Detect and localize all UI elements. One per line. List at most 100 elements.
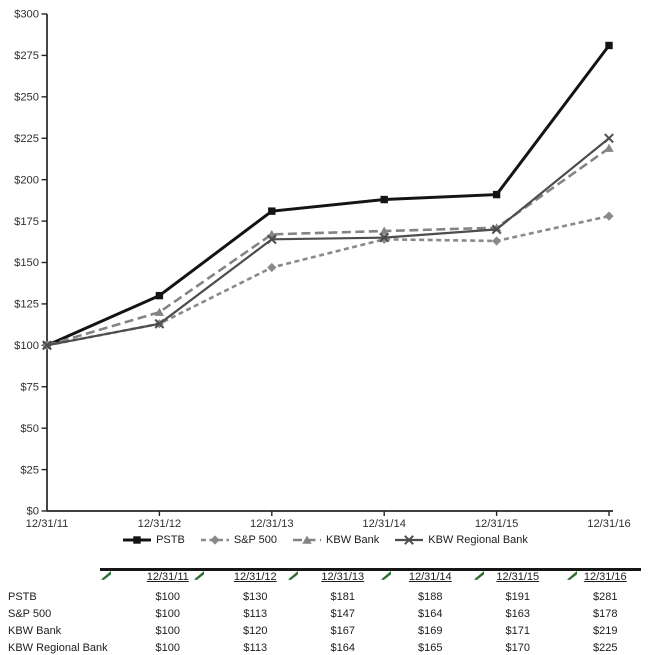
y-axis-tick-label: $225 <box>14 133 39 145</box>
diamond-marker-icon <box>492 236 502 246</box>
green-corner-tick-icon <box>101 570 111 580</box>
square-marker-icon <box>133 536 141 544</box>
table-row-pstb: PSTB $100 $130 $181 $188 $191 $281 <box>0 588 650 605</box>
x-axis-tick-label: 12/31/14 <box>362 518 406 530</box>
green-corner-tick-icon <box>288 570 298 580</box>
value-cell: $281 <box>593 590 618 603</box>
green-corner-tick-icon <box>474 570 484 580</box>
triangle-marker-icon <box>302 535 312 544</box>
legend-item-kbw-regional-bank: KBW Regional Bank <box>394 534 528 546</box>
y-axis-tick-label: $175 <box>14 216 39 228</box>
pstb-line-marker-icon <box>123 536 152 544</box>
y-axis-tick-label: $275 <box>14 50 39 62</box>
y-axis: $0 $25 $50 $75 $100 $125 $150 $175 $200 $225 $250 $… <box>14 9 48 518</box>
y-axis-tick-label: $125 <box>14 299 39 311</box>
y-axis-tick-label: $300 <box>14 9 39 21</box>
value-cell: $147 <box>330 607 355 620</box>
table-header-date: 12/31/16 <box>583 571 627 583</box>
table-row-sp500: S&P 500 $100 $113 $147 $164 $163 $178 <box>0 605 650 622</box>
table-header-date: 12/31/14 <box>408 571 452 583</box>
value-cell: $100 <box>155 607 180 620</box>
table-header-date: 12/31/12 <box>233 571 277 583</box>
value-cell: $178 <box>593 607 618 620</box>
x-marker-icon <box>42 340 52 351</box>
row-label: PSTB <box>8 590 37 603</box>
legend-label: S&P 500 <box>233 534 278 546</box>
diamond-marker-icon <box>604 211 614 221</box>
value-cell: $181 <box>330 590 355 603</box>
value-cell: $100 <box>155 590 180 603</box>
value-cell: $164 <box>418 607 443 620</box>
value-cell: $225 <box>593 641 618 654</box>
y-axis-tick-label: $250 <box>14 92 39 104</box>
performance-data-table: 12/31/11 12/31/12 12/31/13 12/31/14 12/3… <box>0 568 650 655</box>
x-marker-icon <box>604 133 614 144</box>
legend-label: KBW Regional Bank <box>428 534 528 546</box>
diamond-marker-icon <box>267 262 277 273</box>
green-corner-tick-icon <box>381 570 391 580</box>
value-cell: $191 <box>505 590 530 603</box>
value-cell: $113 <box>243 641 268 654</box>
legend-label: PSTB <box>156 534 185 546</box>
legend-item-pstb: PSTB <box>122 534 185 546</box>
y-axis-tick-label: $25 <box>20 464 39 476</box>
value-cell: $100 <box>155 641 180 654</box>
value-cell: $130 <box>243 590 268 603</box>
square-marker-icon <box>605 41 613 50</box>
row-label: KBW Bank <box>8 624 62 637</box>
x-axis-tick-label: 12/31/16 <box>587 518 631 530</box>
table-row-kbw-regional-bank: KBW Regional Bank $100 $113 $164 $165 $1… <box>0 639 650 655</box>
kbw-regional-bank-line-marker-icon <box>395 535 424 545</box>
table-header-row: 12/31/11 12/31/12 12/31/13 12/31/14 12/3… <box>0 568 650 588</box>
legend-item-sp500: S&P 500 <box>200 534 277 546</box>
kbw-bank-line-marker-icon <box>293 535 322 544</box>
value-cell: $170 <box>505 641 530 654</box>
triangle-marker-icon <box>154 307 165 316</box>
table-header-date: 12/31/15 <box>496 571 540 583</box>
value-cell: $167 <box>330 624 355 637</box>
y-axis-tick-label: $200 <box>14 174 39 186</box>
x-axis-tick-label: 12/31/13 <box>250 518 294 530</box>
legend-label: KBW Bank <box>326 534 380 546</box>
value-cell: $169 <box>418 624 443 637</box>
series-pstb <box>43 41 613 350</box>
value-cell: $164 <box>330 641 355 654</box>
legend-item-kbw-bank: KBW Bank <box>292 534 379 546</box>
y-axis-tick-label: $0 <box>27 506 39 518</box>
y-axis-tick-label: $50 <box>20 423 39 435</box>
x-marker-icon <box>491 224 502 235</box>
value-cell: $219 <box>593 624 618 637</box>
square-marker-icon <box>155 291 164 300</box>
x-axis-tick-label: 12/31/12 <box>138 518 182 530</box>
series-kbw-bank <box>42 143 614 350</box>
value-cell: $113 <box>243 607 268 620</box>
x-axis: 12/31/11 12/31/12 12/31/13 12/31/14 12/31/15… <box>26 510 631 530</box>
y-axis-tick-label: $150 <box>14 257 39 269</box>
x-marker-icon <box>266 234 277 245</box>
table-header-date: 12/31/11 <box>146 571 189 583</box>
row-label: KBW Regional Bank <box>8 641 108 654</box>
square-marker-icon <box>492 190 501 199</box>
value-cell: $188 <box>418 590 443 603</box>
green-corner-tick-icon <box>194 570 204 580</box>
performance-line-chart: $0 $25 $50 $75 $100 $125 $150 $175 $200 $225 $250 $… <box>14 9 631 530</box>
value-cell: $165 <box>418 641 443 654</box>
table-row-kbw-bank: KBW Bank $100 $120 $167 $169 $171 $219 <box>0 622 650 639</box>
series-kbw-regional-bank <box>42 133 614 351</box>
chart-legend: PSTB S&P 500 KBW Bank KBW Regional Bank <box>0 534 650 546</box>
sp500-line-marker-icon <box>200 535 229 545</box>
x-axis-tick-label: 12/31/15 <box>475 518 519 530</box>
x-marker-icon <box>379 232 390 243</box>
row-label: S&P 500 <box>8 607 52 620</box>
diamond-marker-icon <box>379 234 389 244</box>
y-axis-tick-label: $100 <box>14 340 39 352</box>
table-header-date: 12/31/13 <box>321 571 365 583</box>
triangle-marker-icon <box>604 143 614 152</box>
x-marker-icon <box>404 535 415 545</box>
x-axis-tick-label: 12/31/11 <box>26 518 69 530</box>
value-cell: $120 <box>243 624 268 637</box>
green-corner-tick-icon <box>567 570 577 580</box>
value-cell: $171 <box>505 624 530 637</box>
value-cell: $100 <box>155 624 180 637</box>
